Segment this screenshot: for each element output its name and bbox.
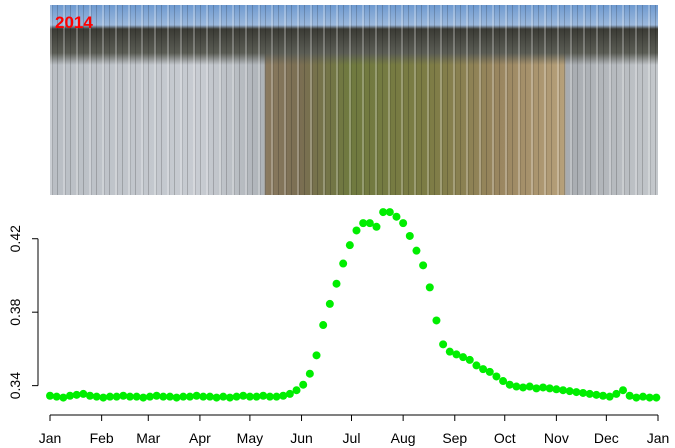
point [439,340,447,348]
point [412,247,420,255]
point [426,283,434,291]
x-tick-label: Mar [136,430,160,446]
point [486,368,494,376]
x-tick-label: Jul [343,430,361,446]
point [619,386,627,394]
x-tick-label: Aug [391,430,416,446]
point [419,261,427,269]
point [352,226,360,234]
point [392,213,400,221]
x-tick-label: May [237,430,263,446]
x-tick-label: Feb [90,430,114,446]
x-tick-label: Jan [647,430,670,446]
point [372,223,380,231]
point [299,381,307,389]
year-label: 2014 [55,13,93,32]
point [293,386,301,394]
point [326,300,334,308]
point [306,370,314,378]
x-tick-label: Jan [39,430,62,446]
y-tick-label: 0.42 [7,225,23,252]
y-tick-label: 0.38 [7,298,23,325]
x-tick-label: Oct [494,430,516,446]
point [466,356,474,364]
point [346,241,354,249]
point [652,394,660,402]
point [432,316,440,324]
chart: 2014 0.34 0.38 0.42 Jan Feb Mar Apr May Jun Jul Au… [0,0,675,448]
x-tick-label: Apr [189,430,211,446]
point [313,351,321,359]
point [333,280,341,288]
point [386,208,394,216]
point [399,219,407,227]
point [492,372,500,380]
point [319,321,327,329]
x-tick-label: Jun [290,430,313,446]
x-tick-label: Sep [442,430,467,446]
x-tick-label: Nov [544,430,569,446]
point [406,232,414,240]
x-tick-label: Dec [594,430,619,446]
point [339,260,347,268]
y-tick-label: 0.34 [7,372,23,399]
